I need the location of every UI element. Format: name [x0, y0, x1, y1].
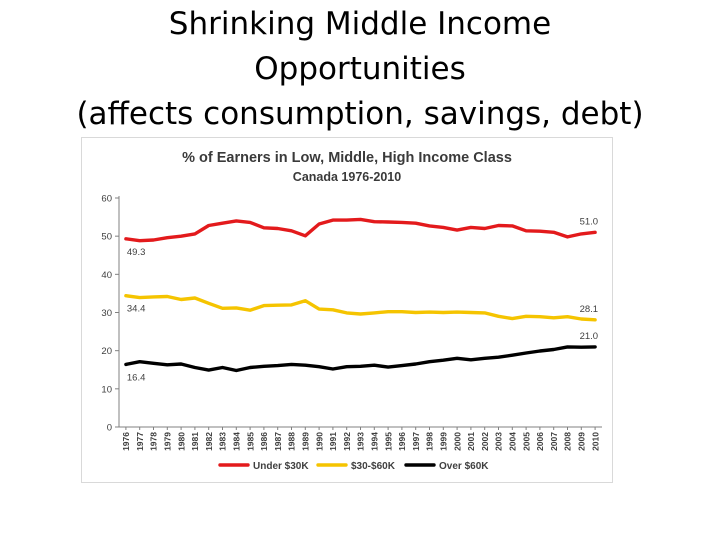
chart-legend: Under $30K $30-$60K Over $60K [218, 461, 489, 472]
y-tick-label: 20 [101, 346, 112, 357]
series-line-3 [124, 345, 597, 373]
y-tick-label: 10 [101, 384, 112, 395]
legend-label: Over $60K [439, 461, 489, 472]
y-tick-label: 0 [107, 423, 112, 434]
x-tick-label: 1985 [245, 432, 255, 451]
legend-label: Under $30K [253, 461, 309, 472]
x-tick-label: 1988 [287, 432, 297, 451]
x-tick-label: 2003 [494, 432, 504, 451]
slide-title-line-3: (affects consumption, savings, debt) [76, 96, 644, 132]
x-tick-label: 1997 [411, 432, 421, 451]
y-tick-label: 60 [101, 194, 112, 205]
x-tick-label: 1976 [121, 432, 131, 451]
x-tick-label: 1993 [356, 432, 366, 451]
x-tick-label: 2002 [480, 432, 490, 451]
x-tick-label: 1996 [397, 432, 407, 451]
x-tick-label: 2010 [590, 432, 600, 451]
x-tick-label: 1980 [176, 432, 186, 451]
income-class-line-chart: % of Earners in Low, Middle, High Income… [101, 150, 602, 472]
series-line-2 [124, 293, 597, 322]
x-tick-label: 2007 [549, 432, 559, 451]
series-start-label: 34.4 [127, 304, 145, 315]
series-start-label: 49.3 [127, 247, 145, 258]
x-tick-label: 2006 [535, 432, 545, 451]
series-line-1 [124, 217, 597, 243]
x-tick-label: 2009 [577, 432, 587, 451]
x-tick-label: 1998 [425, 432, 435, 451]
x-tick-label: 2004 [508, 432, 518, 451]
series-end-label: 28.1 [580, 304, 599, 315]
x-tick-label: 1983 [218, 432, 228, 451]
x-tick-label: 1984 [232, 432, 242, 451]
slide-title-line-1: Shrinking Middle Income [168, 6, 552, 42]
x-tick-label: 1992 [342, 432, 352, 451]
x-tick-label: 1994 [370, 432, 380, 451]
x-tick-label: 2000 [452, 432, 462, 451]
chart-subtitle: Canada 1976-2010 [293, 170, 401, 184]
x-tick-label: 2005 [521, 432, 531, 451]
x-tick-label: 2008 [563, 432, 573, 451]
plot-area: 0 10 20 30 40 50 60 1976 1977 1978 1979 1980 1981 198… [101, 194, 602, 451]
series-end-label: 51.0 [580, 216, 599, 227]
slide-title: Shrinking Middle Income Opportunities (a… [0, 2, 720, 137]
chart-frame: % of Earners in Low, Middle, High Income… [81, 137, 613, 483]
x-tick-label: 1986 [259, 432, 269, 451]
x-tick-label: 1978 [149, 432, 159, 451]
y-tick-label: 40 [101, 270, 112, 281]
x-tick-label: 1981 [190, 432, 200, 451]
slide-title-line-2: Opportunities [254, 51, 466, 87]
x-tick-label: 1979 [163, 432, 173, 451]
x-tick-label: 1989 [301, 432, 311, 451]
x-tick-label: 1991 [328, 432, 338, 451]
x-tick-label: 1977 [135, 432, 145, 451]
x-tick-label: 1982 [204, 432, 214, 451]
x-tick-label: 2001 [466, 432, 476, 451]
x-tick-label: 1995 [383, 432, 393, 451]
y-tick-label: 30 [101, 308, 112, 319]
chart-title: % of Earners in Low, Middle, High Income… [182, 150, 512, 166]
series-start-label: 16.4 [127, 372, 145, 383]
x-tick-label: 1990 [314, 432, 324, 451]
legend-label: $30-$60K [351, 461, 396, 472]
series-end-label: 21.0 [580, 331, 599, 342]
x-tick-label: 1987 [273, 432, 283, 451]
y-tick-label: 50 [101, 232, 112, 243]
x-tick-label: 1999 [439, 432, 449, 451]
